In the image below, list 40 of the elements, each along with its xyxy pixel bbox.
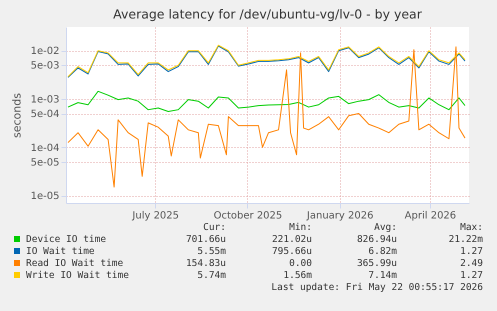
y-tick-label: 5e-05 <box>30 157 60 168</box>
text: 1.56m <box>283 270 312 281</box>
chart-title: Average latency for /dev/ubuntu-vg/lv-0 - by year <box>113 6 423 22</box>
y-tick-label: 5e-04 <box>30 109 60 120</box>
x-tick-label: April 2026 <box>404 210 456 222</box>
x-tick-label: January 2026 <box>306 210 374 222</box>
text: 154.83u <box>186 258 226 269</box>
line-series <box>68 90 466 112</box>
x-tick-label: October 2025 <box>214 210 282 222</box>
legend-label: Write IO Wait time <box>26 270 130 281</box>
legend-label: Read IO Wait time <box>26 258 124 269</box>
x-tick-label: July 2025 <box>131 210 180 222</box>
text: 795.66u <box>272 246 312 257</box>
line-series <box>68 46 466 188</box>
text: 2.49 <box>460 258 484 269</box>
y-tick-label: 1e-03 <box>30 94 60 106</box>
y-tick-label: 1e-02 <box>30 46 60 58</box>
y-tick-label: 1e-04 <box>30 142 60 154</box>
y-tick-label: 1e-05 <box>30 191 60 202</box>
text: 6.82m <box>368 246 398 257</box>
text: 0.00 <box>289 258 312 269</box>
text: Max: <box>460 222 483 233</box>
text: 1.27 <box>460 270 483 281</box>
text: 365.99u <box>356 258 397 269</box>
text: 826.94u <box>356 234 397 245</box>
text: 5.55m <box>197 246 226 257</box>
text: 1.27 <box>460 246 483 257</box>
y-tick-label: 5e-03 <box>30 60 60 72</box>
text: Cur: <box>203 222 226 233</box>
text: Last update: Fri May 22 00:55:17 2026 <box>271 282 484 293</box>
text: 5.74m <box>197 270 226 281</box>
text: Avg: <box>374 222 397 233</box>
legend-label: IO Wait time <box>26 246 95 257</box>
text: 7.14m <box>368 270 398 281</box>
text: 21.22m <box>448 234 484 245</box>
legend-label: Device IO time <box>26 234 106 245</box>
text: 221.02u <box>272 234 312 245</box>
text: 701.66u <box>186 234 226 245</box>
text: Min: <box>289 222 312 233</box>
y-axis-title: seconds <box>10 92 24 138</box>
